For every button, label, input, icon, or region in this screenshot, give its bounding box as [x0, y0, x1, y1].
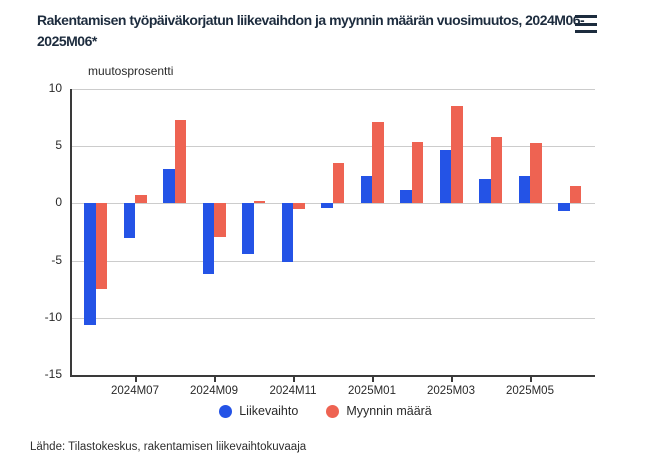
x-axis-tick	[135, 377, 137, 382]
bar-myynnin-maara-2025M04[interactable]	[490, 137, 502, 204]
hamburger-bar	[575, 15, 597, 18]
bar-myynnin-maara-2024M09[interactable]	[214, 203, 226, 237]
y-axis-tick-label: 10	[48, 81, 62, 95]
y-axis-line	[70, 89, 72, 376]
bar-liikevaihto-2024M11[interactable]	[281, 203, 293, 262]
bar-liikevaihto-2025M06[interactable]	[558, 203, 570, 212]
bar-myynnin-maara-2024M12[interactable]	[332, 163, 344, 204]
bar-myynnin-maara-2024M07[interactable]	[135, 195, 147, 204]
bar-liikevaihto-2025M01[interactable]	[360, 175, 372, 204]
legend-dot-myynnin-maara-icon	[326, 404, 340, 418]
bar-myynnin-maara-2025M03[interactable]	[451, 106, 463, 204]
x-axis-tick-label: 2025M05	[506, 385, 554, 397]
bar-myynnin-maara-2025M01[interactable]	[372, 122, 384, 204]
x-axis-tick	[372, 377, 374, 382]
hamburger-bar	[575, 22, 597, 26]
plot-area: 2024M07 2024M09 2024M11 2025M01 2025M03 2025M…	[70, 89, 595, 397]
bar-liikevaihto-2024M12[interactable]	[321, 203, 333, 208]
bar-liikevaihto-2025M04[interactable]	[479, 179, 491, 204]
legend-label-liikevaihto: Liikevaihto	[239, 404, 299, 418]
bar-liikevaihto-2024M06[interactable]	[84, 203, 96, 325]
legend-label-myynnin-maara: Myynnin määrä	[346, 404, 432, 418]
bar-myynnin-maara-2025M02[interactable]	[411, 141, 423, 204]
y-axis-title: muutosprosentti	[88, 64, 174, 78]
bar-liikevaihto-2025M02[interactable]	[400, 189, 412, 204]
legend: Liikevaihto Myynnin määrä	[0, 404, 651, 418]
gridline	[70, 89, 595, 90]
x-axis-tick	[214, 377, 216, 382]
x-axis-tick-label: 2024M09	[190, 385, 238, 397]
x-axis-tick-label: 2025M01	[348, 385, 396, 397]
y-axis-tick-label: -10	[44, 309, 62, 324]
bar-liikevaihto-2025M05[interactable]	[518, 175, 530, 204]
gridline	[70, 317, 595, 319]
y-axis-tick-label: 5	[55, 138, 62, 153]
x-axis-tick	[293, 377, 295, 382]
bar-liikevaihto-2024M10[interactable]	[242, 203, 254, 254]
gridline	[70, 146, 595, 148]
bar-myynnin-maara-2024M06[interactable]	[95, 203, 107, 290]
bar-liikevaihto-2024M08[interactable]	[163, 169, 175, 204]
bar-myynnin-maara-2024M08[interactable]	[174, 119, 186, 204]
chart-title: Rakentamisen työpäiväkorjatun liikevaihd…	[37, 12, 585, 49]
bar-myynnin-maara-2025M05[interactable]	[530, 142, 542, 204]
x-axis-tick-label: 2024M11	[269, 385, 317, 397]
x-axis-line	[70, 375, 595, 377]
bar-myynnin-maara-2025M06[interactable]	[569, 186, 581, 204]
bar-liikevaihto-2025M03[interactable]	[439, 149, 451, 204]
bar-myynnin-maara-2024M10[interactable]	[253, 201, 265, 204]
y-axis-tick-label: 0	[55, 195, 62, 210]
hamburger-bar	[575, 30, 597, 33]
x-axis-tick	[530, 377, 532, 382]
source-note: Lähde: Tilastokeskus, rakentamisen liike…	[30, 441, 307, 453]
bar-liikevaihto-2024M07[interactable]	[123, 203, 135, 238]
legend-dot-liikevaihto-icon	[219, 404, 233, 418]
x-axis-tick	[451, 377, 453, 382]
x-axis-tick-label: 2024M07	[111, 385, 159, 397]
y-axis-tick-label: -5	[51, 252, 62, 267]
legend-item-myynnin-maara[interactable]: Myynnin määrä	[326, 404, 432, 418]
hamburger-menu-icon[interactable]	[575, 15, 597, 33]
x-axis-tick-label: 2025M03	[427, 385, 475, 397]
legend-item-liikevaihto[interactable]: Liikevaihto	[219, 404, 298, 418]
bar-myynnin-maara-2024M11[interactable]	[293, 203, 305, 210]
y-axis-tick-label: -15	[44, 367, 62, 381]
gridline	[70, 260, 595, 262]
gridline	[70, 203, 595, 205]
bar-liikevaihto-2024M09[interactable]	[202, 203, 214, 275]
